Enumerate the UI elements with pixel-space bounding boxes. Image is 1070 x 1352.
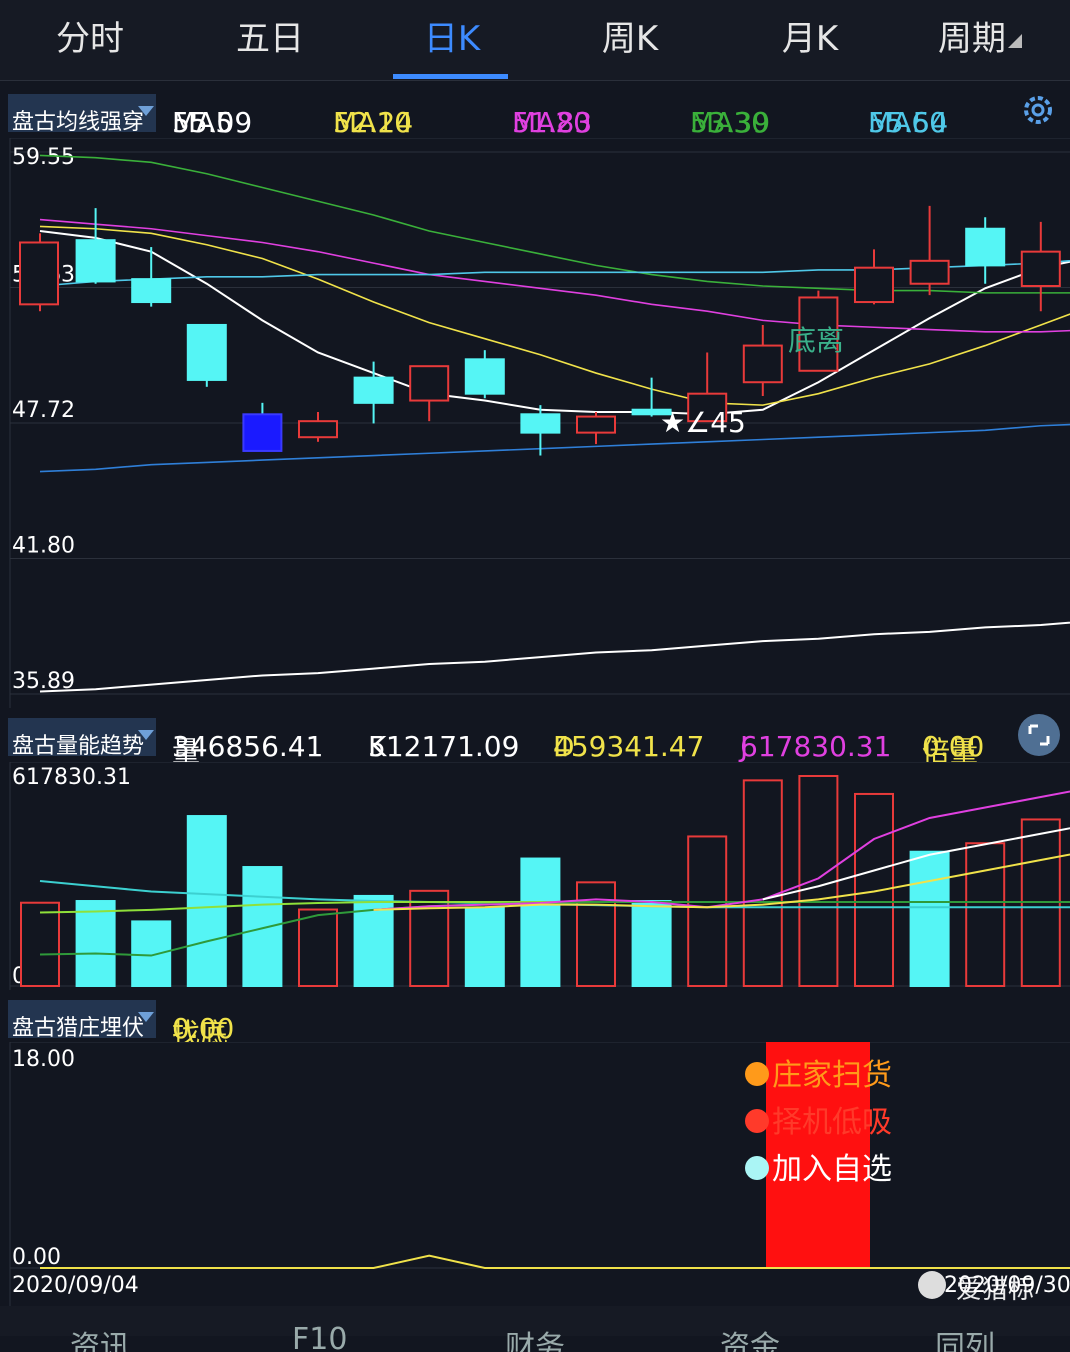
volume-bar <box>854 792 894 988</box>
wechat-icon <box>918 1271 946 1299</box>
tab-five-day[interactable]: 五日 <box>236 19 304 59</box>
volume-bar <box>631 900 672 987</box>
volume-bar <box>20 901 60 987</box>
volume-bar <box>242 866 283 987</box>
volume-trend-line <box>39 901 1070 957</box>
date-start: 2020/09/04 <box>12 1273 139 1298</box>
dropdown-arrow-icon <box>138 1012 154 1022</box>
volume-bar <box>965 842 1006 987</box>
tab-monthly-k[interactable]: 月K <box>781 19 839 59</box>
nav-news[interactable]: 资讯 <box>70 1330 130 1352</box>
volume-trend-line <box>762 827 1070 901</box>
dropdown-arrow-icon <box>138 730 154 740</box>
bottom-nav: 资讯 F10 财务 资金 同列 <box>0 1306 1070 1352</box>
period-tabs: 分时 五日 日K 周K 月K 周期 <box>0 0 1070 81</box>
chart-background <box>0 1042 1070 1306</box>
candle-body <box>576 415 616 434</box>
candle-body <box>1020 250 1061 288</box>
signal-dot <box>745 1062 769 1086</box>
candle-body <box>409 365 450 402</box>
dropdown-arrow-icon <box>138 106 154 116</box>
volume-bar <box>742 779 783 988</box>
nav-finance[interactable]: 财务 <box>505 1330 565 1352</box>
signal-dot <box>745 1109 769 1133</box>
candle-body <box>19 241 59 306</box>
candle-body <box>186 323 227 381</box>
candle-body <box>742 344 783 384</box>
bottom-divergence-label: 底离 <box>788 324 844 357</box>
angle-label: ★∠45 <box>660 406 746 439</box>
candle-body <box>520 413 561 434</box>
candle-body <box>687 392 728 423</box>
nav-same-list[interactable]: 同列 <box>935 1330 995 1352</box>
y-axis-label: 41.80 <box>12 534 75 559</box>
main-indicator-header: 盘古均线强穿 MA5 55.09 MA10 52.24 MA20 51.83 M… <box>0 86 1070 139</box>
volume-bar <box>75 900 116 987</box>
signal-dot <box>745 1156 769 1180</box>
volume-indicator-selector[interactable]: 盘古量能趋势 <box>8 718 156 756</box>
expand-icon[interactable] <box>1016 712 1062 758</box>
signal-label: 择机低吸 <box>772 1105 892 1140</box>
candle-body <box>854 266 894 304</box>
main-indicator-selector[interactable]: 盘古均线强穿 <box>8 94 156 132</box>
active-tab-indicator <box>393 74 508 79</box>
candle-body <box>909 259 950 285</box>
signal-label: 庄家扫货 <box>772 1058 892 1093</box>
bottom-indicator-selector[interactable]: 盘古猎庄埋伏 <box>8 1000 156 1038</box>
ma-line <box>39 621 1070 693</box>
volume-bar <box>131 920 172 987</box>
find-bottom-line <box>40 1254 1070 1269</box>
volume-bar <box>798 775 839 987</box>
ma-line <box>39 218 1070 333</box>
volume-bar <box>909 850 950 987</box>
candle-body <box>631 408 672 416</box>
volume-bar <box>298 908 338 987</box>
candle-body <box>353 376 394 404</box>
ma-line <box>39 423 1070 473</box>
nav-funds[interactable]: 资金 <box>720 1330 780 1352</box>
volume-bar <box>576 881 616 987</box>
volume-trend-line <box>373 853 1070 911</box>
ma-line <box>39 225 1070 406</box>
candle-body <box>131 278 172 304</box>
candle-body <box>464 358 505 395</box>
candle-body <box>798 296 839 372</box>
volume-bar <box>186 815 227 987</box>
y-axis-label: 617830.31 <box>12 765 131 790</box>
candle-body <box>298 420 338 439</box>
nav-f10[interactable]: F10 <box>292 1322 348 1352</box>
signal-bar <box>766 1042 870 1268</box>
candle-body <box>242 413 283 452</box>
ma-line <box>39 230 1070 416</box>
watermark: 爱猎标 <box>956 1275 1034 1305</box>
volume-chart: 617830.310.00 <box>0 762 1070 990</box>
y-axis-label: 0.00 <box>12 1245 61 1270</box>
candle-body <box>75 239 116 283</box>
tab-intraday[interactable]: 分时 <box>56 19 124 59</box>
y-axis-label: 18.00 <box>12 1047 75 1072</box>
gear-icon[interactable] <box>1018 90 1058 130</box>
tab-weekly-k[interactable]: 周K <box>601 19 659 59</box>
volume-indicator-header: 盘古量能趋势 量 346856.41 K 512171.09 D 459341.… <box>0 710 1070 768</box>
triangle-down-icon <box>1008 33 1022 48</box>
tab-daily-k[interactable]: 日K <box>423 19 481 59</box>
tab-period[interactable]: 周期 <box>900 0 1060 78</box>
volume-bar <box>520 857 561 987</box>
candle-body <box>965 227 1006 267</box>
bottom-indicator-header: 盘古猎庄埋伏 找底 0.00 <box>0 992 1070 1050</box>
volume-bar <box>464 906 505 987</box>
volume-bar <box>687 835 728 988</box>
ma-line <box>39 154 1070 294</box>
y-axis-label: 59.55 <box>12 145 75 170</box>
volume-trend-line <box>373 790 1070 911</box>
date-end: 2020/09/30 <box>944 1273 1070 1298</box>
signal-label: 加入自选 <box>772 1152 892 1187</box>
y-axis-label: 47.72 <box>12 398 75 423</box>
